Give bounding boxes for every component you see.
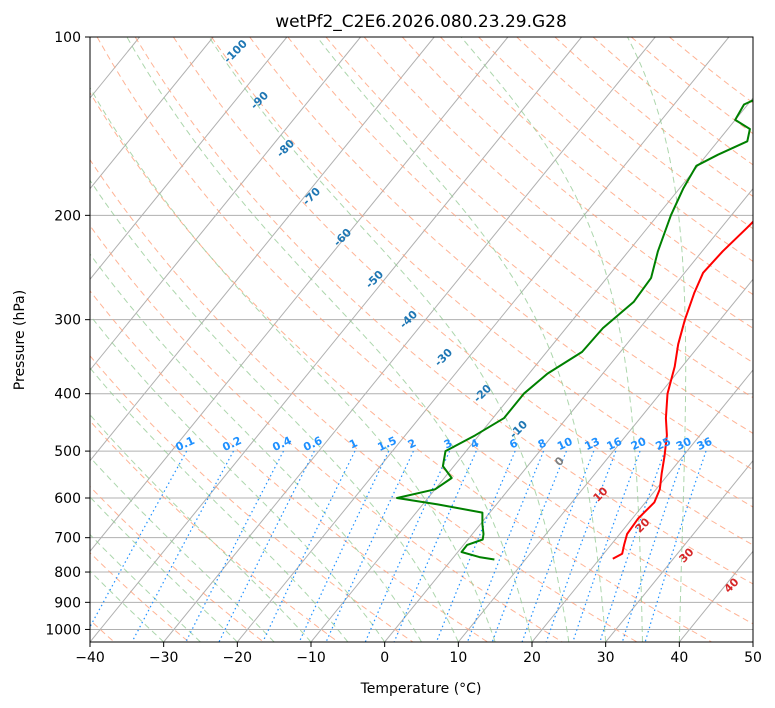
mixing-ratio-line-16	[545, 450, 617, 642]
y-tick-label: 500	[54, 444, 81, 460]
isotherm--60	[90, 37, 435, 462]
dewpoint-profile-line	[396, 99, 753, 561]
temperature-profile-line	[612, 220, 753, 560]
mixing-ratio-label: 16	[605, 435, 625, 453]
dry-adiabats	[90, 37, 753, 642]
y-axis-ticks: 100 200 300 400 500 600 700 800 900 1000	[45, 30, 90, 638]
y-axis-label: Pressure (hPa)	[12, 290, 28, 390]
y-tick-label: 700	[54, 531, 81, 547]
moist-adiabat-40	[627, 37, 687, 642]
moist-adiabat-35	[460, 37, 643, 642]
mixing-ratio-label: 30	[674, 435, 694, 453]
dry-adiabat-50	[96, 37, 753, 625]
mixing-ratio-label: 20	[629, 435, 649, 453]
moist-adiabat-10	[90, 179, 459, 642]
mixing-ratio-line-30	[621, 450, 686, 642]
x-tick-label: 40	[670, 650, 688, 666]
moist-adiabat-15	[90, 86, 496, 642]
x-tick-label: 30	[597, 650, 615, 666]
isobar-gridlines	[90, 37, 753, 630]
mixing-ratio-line-0.1	[90, 450, 188, 629]
x-tick-label: 0	[380, 650, 389, 666]
chart-title: wetPf2_C2E6.2026.080.23.29.G28	[275, 12, 567, 32]
x-tick-label: −10	[296, 650, 326, 666]
moist-adiabat--5	[90, 367, 349, 642]
dry-adiabat-130	[401, 37, 753, 329]
mixing-ratio-label: 13	[583, 435, 602, 453]
dry-adiabat-30	[90, 158, 638, 642]
dry-adiabat-120	[363, 37, 753, 364]
plot-frame	[89, 36, 754, 643]
mixing-ratio-line-20	[572, 450, 641, 642]
isotherm-20	[531, 369, 753, 642]
isotherm--30	[163, 37, 656, 642]
x-tick-label: 10	[449, 650, 467, 666]
isotherm--50	[90, 37, 509, 553]
moist-adiabat-0	[90, 314, 386, 642]
x-tick-label: −40	[75, 650, 105, 666]
sounding-series	[396, 99, 753, 561]
dry-adiabat-20	[90, 224, 563, 642]
dry-adiabat-40	[90, 91, 712, 642]
mixing-ratio-line-0.4	[185, 450, 285, 642]
moist-adiabat--20	[90, 496, 238, 642]
mixing-ratio-label: 36	[695, 435, 715, 453]
y-tick-label: 400	[54, 387, 81, 403]
dry-adiabat-70	[172, 37, 753, 546]
mixing-ratio-line-0.6	[218, 450, 315, 642]
dry-adiabat-60	[134, 37, 753, 585]
isotherm-30	[605, 459, 753, 642]
dry-adiabat-0	[90, 355, 414, 642]
isotherm-10	[457, 278, 753, 642]
isotherm-gridlines	[90, 37, 753, 642]
x-tick-label: 20	[523, 650, 541, 666]
isotherm--80	[90, 37, 288, 281]
isotherm-0	[384, 187, 753, 642]
x-axis-ticks: −40 −30 −20 −10 0 10 20 30 40 50	[75, 642, 762, 666]
mixing-ratio-lines	[90, 450, 707, 642]
dry-adiabat--10	[90, 420, 339, 642]
mixing-ratio-line-8	[466, 450, 545, 642]
mixing-ratio-line-25	[599, 450, 666, 642]
y-tick-label: 100	[54, 30, 81, 46]
dry-adiabat-110	[325, 37, 753, 399]
x-tick-label: −30	[149, 650, 179, 666]
y-tick-label: 300	[54, 313, 81, 329]
y-tick-label: 600	[54, 491, 81, 507]
mixing-ratio-label: 25	[654, 435, 673, 453]
mixing-ratio-line-6	[435, 450, 516, 642]
plot-area	[90, 37, 753, 642]
x-axis-label: Temperature (°C)	[360, 681, 482, 697]
x-tick-label: 50	[744, 650, 762, 666]
y-tick-label: 200	[54, 208, 81, 224]
moist-adiabat--30	[90, 570, 165, 642]
mixing-ratio-line-0.2	[131, 450, 235, 642]
dry-adiabat-80	[211, 37, 753, 508]
moist-adiabat--25	[90, 533, 201, 642]
mixing-ratio-line-1	[262, 450, 356, 642]
mixing-ratio-line-36	[644, 450, 707, 642]
y-tick-label: 900	[54, 595, 81, 611]
moist-adiabats	[90, 37, 687, 642]
mixing-ratio-line-1.5	[298, 450, 390, 642]
isotherm--90	[90, 37, 214, 190]
y-tick-label: 1000	[45, 622, 81, 638]
mixing-ratio-line-13	[521, 450, 595, 642]
dry-adiabat-140	[440, 37, 753, 296]
moist-adiabat-30	[316, 37, 607, 642]
moist-adiabat--15	[90, 456, 275, 642]
dry-adiabat-10	[90, 290, 488, 642]
isotherm--20	[236, 37, 730, 642]
mixing-ratio-label: 10	[555, 435, 575, 453]
moist-adiabat-20	[126, 37, 533, 642]
x-tick-label: −20	[223, 650, 253, 666]
isotherm--70	[90, 37, 361, 371]
moist-adiabat-25	[208, 37, 570, 642]
dry-adiabat--30	[90, 552, 190, 642]
y-tick-label: 800	[54, 565, 81, 581]
